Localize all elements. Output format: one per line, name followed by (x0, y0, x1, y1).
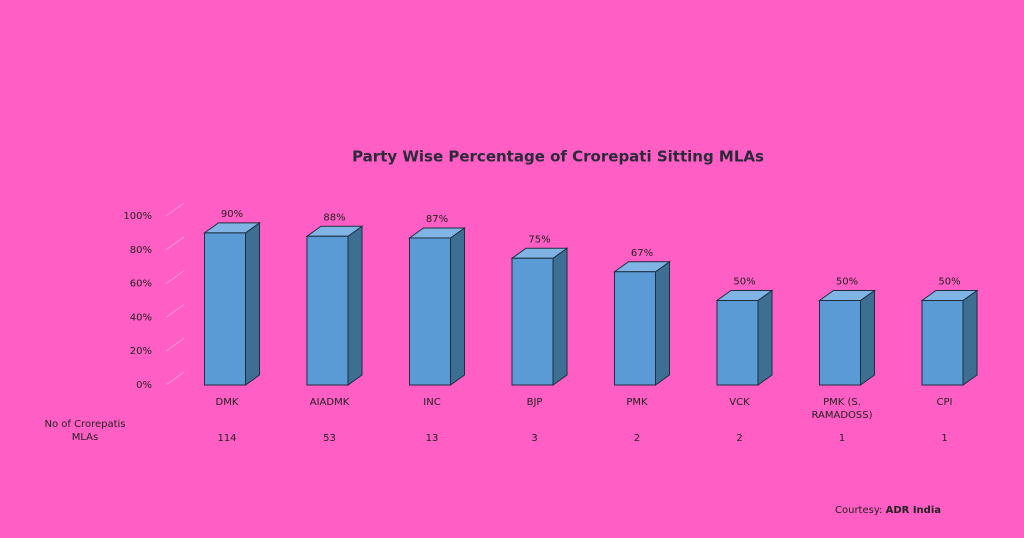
y-tick-label: 60% (130, 279, 152, 290)
table-value: 53 (323, 433, 336, 444)
table-value: 1 (941, 433, 948, 444)
y-tick-label: 0% (136, 380, 152, 391)
bar (716, 300, 759, 386)
y-tick-label: 20% (130, 346, 152, 357)
bar (819, 300, 861, 386)
value-label: 50% (938, 277, 960, 288)
chart-title: Party Wise Percentage of Crorepati Sitti… (352, 148, 764, 166)
x-tick-label: VCK (729, 397, 750, 408)
value-label: 87% (426, 214, 448, 225)
y-tick-label: 80% (130, 245, 152, 256)
x-tick-label: INC (423, 397, 441, 408)
table-value: 2 (736, 433, 743, 444)
value-label: 67% (631, 248, 653, 259)
bar (306, 235, 349, 386)
grid-line (165, 202, 185, 217)
grid-line (165, 337, 185, 352)
table-value: 13 (425, 433, 439, 444)
x-tick-label: BJP (526, 397, 543, 408)
source-name: ADR India (886, 505, 941, 516)
y-tick-label: 40% (130, 312, 152, 323)
bar-side (860, 289, 875, 386)
bar-side (757, 289, 773, 386)
grid-line (165, 303, 185, 318)
bar-side (552, 247, 568, 386)
bar (409, 237, 451, 386)
bar-side (655, 260, 670, 386)
table-value: 114 (217, 433, 237, 444)
bar (614, 271, 656, 386)
value-label: 88% (323, 212, 345, 223)
table-row-label: No of Crorepatis MLAs (44, 419, 126, 443)
x-tick-label: PMK (S. RAMADOSS) (811, 397, 873, 421)
x-tick-label: AIADMK (309, 397, 350, 408)
value-label: 50% (733, 277, 755, 288)
bar-side (450, 226, 465, 386)
table-value: 3 (531, 433, 538, 444)
y-tick-label: 100% (123, 211, 152, 222)
bar (204, 232, 246, 386)
value-label: 50% (836, 277, 858, 288)
table-value: 2 (633, 433, 641, 444)
grid-line (165, 236, 185, 251)
value-label: 90% (221, 209, 243, 220)
x-tick-label: PMK (626, 397, 648, 408)
x-tick-label: DMK (215, 397, 239, 408)
grid-line (165, 270, 185, 285)
bar-side (245, 221, 260, 386)
source-prefix: Courtesy: (835, 505, 882, 516)
source: Courtesy: ADR India (835, 505, 941, 516)
value-label: 75% (528, 234, 550, 245)
bar (511, 257, 554, 386)
bar-side (347, 225, 363, 386)
table-value: 1 (838, 433, 846, 444)
grid-line (165, 371, 185, 386)
bar-side (962, 289, 978, 386)
x-tick-label: CPI (936, 397, 953, 408)
bar (921, 300, 964, 386)
